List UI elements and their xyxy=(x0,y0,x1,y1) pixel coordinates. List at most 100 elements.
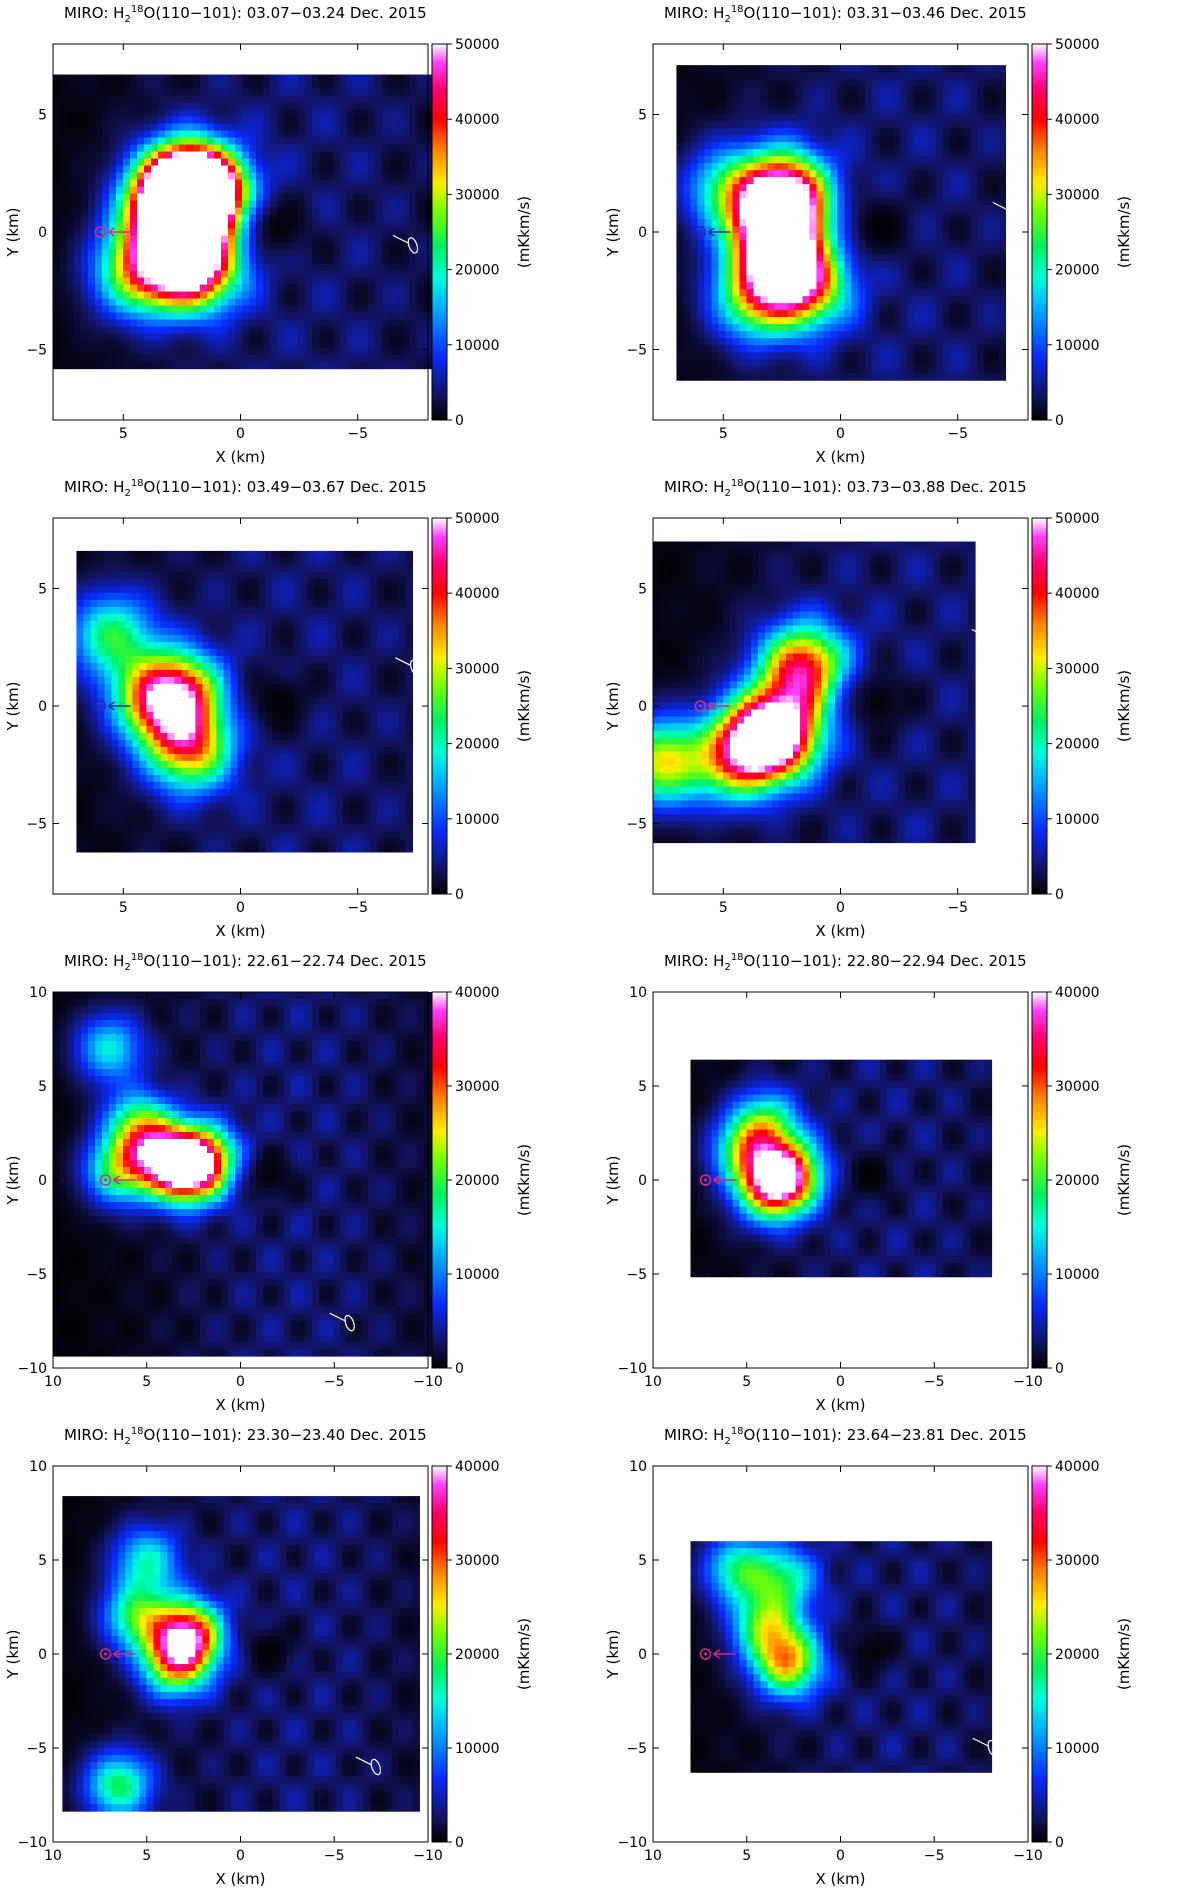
heatmap-cell xyxy=(272,585,281,594)
heatmap-cell xyxy=(377,550,386,559)
heatmap-cell xyxy=(788,303,797,311)
heatmap-cell xyxy=(88,263,96,272)
heatmap-cell xyxy=(858,86,867,94)
heatmap-cell xyxy=(326,207,334,216)
heatmap-cell xyxy=(102,165,110,174)
heatmap-cell xyxy=(970,72,979,80)
heatmap-cell xyxy=(144,165,152,174)
heatmap-cell xyxy=(991,72,1000,80)
heatmap-cell xyxy=(109,144,117,153)
heatmap-cell xyxy=(277,284,285,293)
heatmap-cell xyxy=(179,186,187,195)
heatmap-cell xyxy=(928,65,937,73)
heatmap-cell xyxy=(774,282,783,290)
heatmap-cell xyxy=(354,214,362,223)
heatmap-cell xyxy=(718,338,727,346)
heatmap-cell xyxy=(676,289,685,297)
heatmap-cell xyxy=(186,277,194,286)
heatmap-cell xyxy=(816,100,825,108)
heatmap-cell xyxy=(88,333,96,342)
heatmap-cell xyxy=(725,324,734,332)
heatmap-cell xyxy=(886,156,895,164)
heatmap-cell xyxy=(704,366,713,374)
heatmap-cell xyxy=(88,102,96,111)
heatmap-cell xyxy=(830,114,839,122)
heatmap-cell xyxy=(704,149,713,157)
heatmap-cell xyxy=(333,102,341,111)
heatmap-cell xyxy=(214,242,222,251)
heatmap-cell xyxy=(230,599,239,608)
heatmap-cell xyxy=(963,233,972,241)
heatmap-cell xyxy=(935,191,944,199)
heatmap-cell xyxy=(921,373,930,381)
heatmap-cell xyxy=(837,338,846,346)
heatmap-cell xyxy=(802,149,811,157)
heatmap-cell xyxy=(683,142,692,150)
heatmap-cell xyxy=(893,163,902,171)
heatmap-cell xyxy=(263,312,271,321)
heatmap-cell xyxy=(711,226,720,234)
heatmap-cell xyxy=(690,128,699,136)
heatmap-cell xyxy=(928,331,937,339)
heatmap-cell xyxy=(921,121,930,129)
heatmap-cell xyxy=(137,312,145,321)
heatmap-cell xyxy=(53,242,61,251)
heatmap-cell xyxy=(144,137,152,146)
heatmap-cell xyxy=(879,254,888,262)
heatmap-cell xyxy=(363,585,372,594)
heatmap-cell xyxy=(739,79,748,87)
heatmap-cell xyxy=(305,270,313,279)
heatmap-cell xyxy=(977,324,986,332)
heatmap-cell xyxy=(382,165,390,174)
heatmap-cell xyxy=(725,366,734,374)
heatmap-cell xyxy=(172,102,180,111)
heatmap-cell xyxy=(158,298,166,307)
heatmap-cell xyxy=(816,233,825,241)
heatmap-cell xyxy=(242,116,250,125)
heatmap-cell xyxy=(139,578,148,587)
heatmap-cell xyxy=(375,186,383,195)
heatmap-cell xyxy=(207,284,215,293)
heatmap-cell xyxy=(928,373,937,381)
heatmap-cell xyxy=(928,289,937,297)
heatmap-cell xyxy=(104,578,113,587)
heatmap-cell xyxy=(788,184,797,192)
heatmap-cell xyxy=(249,326,257,335)
heatmap-cell xyxy=(258,578,267,587)
heatmap-cell xyxy=(81,158,89,167)
heatmap-cell xyxy=(109,298,117,307)
heatmap-cell xyxy=(214,158,222,167)
heatmap-cell xyxy=(928,268,937,276)
heatmap-cell xyxy=(263,249,271,258)
heatmap-cell xyxy=(963,317,972,325)
heatmap-cell xyxy=(368,193,376,202)
heatmap-cell xyxy=(942,345,951,353)
heatmap-cell xyxy=(725,79,734,87)
heatmap-cell xyxy=(228,270,236,279)
heatmap-cell xyxy=(403,172,411,181)
heatmap-cell xyxy=(809,149,818,157)
heatmap-cell xyxy=(249,291,257,300)
heatmap-cell xyxy=(235,242,243,251)
heatmap-cell xyxy=(375,347,383,356)
heatmap-cell xyxy=(88,291,96,300)
heatmap-cell xyxy=(886,240,895,248)
heatmap-cell xyxy=(403,95,411,104)
heatmap-cell xyxy=(137,172,145,181)
heatmap-cell xyxy=(928,149,937,157)
heatmap-cell xyxy=(907,289,916,297)
heatmap-cell xyxy=(97,578,106,587)
heatmap-cell xyxy=(816,107,825,115)
heatmap-cell xyxy=(354,340,362,349)
heatmap-cell xyxy=(998,65,1007,73)
heatmap-cell xyxy=(956,310,965,318)
heatmap-cell xyxy=(258,571,267,580)
heatmap-cell xyxy=(130,333,138,342)
heatmap-cell xyxy=(340,193,348,202)
heatmap-cell xyxy=(865,282,874,290)
chart-panel-2: MIRO: H218O(110−101): 03.31−03.46 Dec. 2… xyxy=(600,0,1200,474)
heatmap-cell xyxy=(74,186,82,195)
heatmap-cell xyxy=(109,333,117,342)
heatmap-cell xyxy=(258,585,267,594)
heatmap-cell xyxy=(81,109,89,118)
